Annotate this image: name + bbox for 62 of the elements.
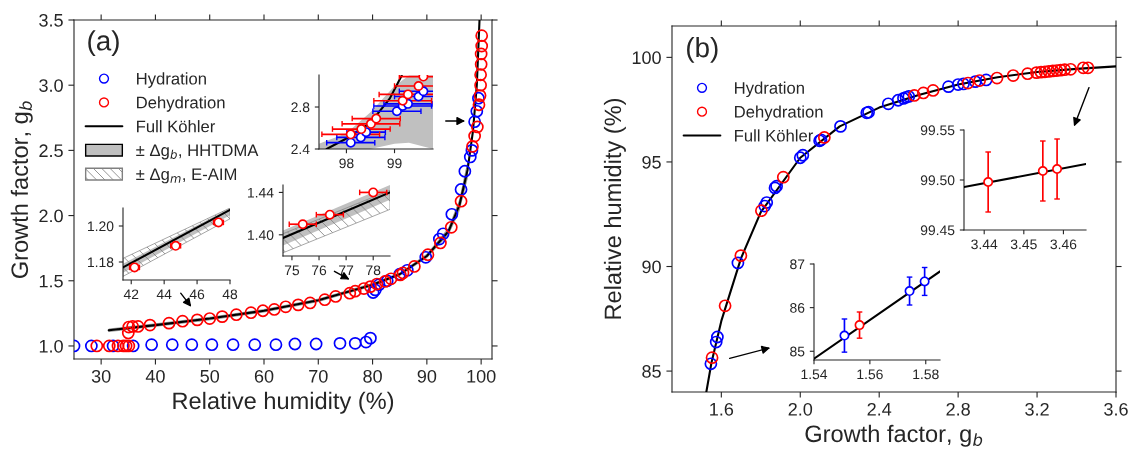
x-tick-label: 40: [145, 369, 165, 383]
annotation: (a): [88, 30, 119, 57]
y-tick-label: 99.55: [920, 125, 955, 136]
y-tick-label: 3.5: [39, 13, 63, 27]
annotation: (b): [687, 36, 718, 63]
x-tick-label: 77: [339, 265, 354, 276]
x-tick-label: 2.8: [946, 402, 970, 416]
legend-label: ± Δg$_{m}$, E-AIM: [136, 168, 237, 184]
x-tick-label: 78: [366, 265, 381, 276]
x-tick-label: 50: [200, 369, 220, 383]
y-tick-label: 87: [790, 259, 805, 270]
x-tick-label: 42: [123, 289, 139, 300]
x-tick-label: 48: [222, 289, 238, 300]
x-tick-label: 90: [417, 369, 437, 383]
x-tick-label: 1.6: [710, 402, 734, 416]
x-tick-label: 1.54: [801, 369, 828, 380]
x-tick-label: 3.45: [1010, 239, 1037, 250]
x-tick-label: 3.2: [1025, 402, 1049, 416]
x-tick-label: 100: [467, 369, 496, 383]
legend-label: Full Köhler: [735, 129, 814, 142]
x-tick-label: 76: [312, 265, 327, 276]
legend-label: Dehydration: [735, 105, 823, 121]
x-tick-label: 3.6: [1104, 402, 1128, 416]
x-tick-label: 3.46: [1050, 239, 1077, 250]
y-tick-label: 1.40: [248, 230, 274, 240]
x-axis-title: Growth factor, g$_{b}$: [805, 424, 983, 447]
x-tick-label: 75: [284, 265, 300, 276]
x-axis-title: Relative humidity (%): [173, 391, 394, 414]
y-tick-label: 2.0: [39, 209, 63, 223]
legend-label: Dehydration: [137, 96, 225, 112]
x-tick-label: 70: [309, 369, 328, 383]
y-tick-label: 1.18: [88, 257, 114, 268]
y-tick-label: 100: [632, 51, 661, 65]
y-tick-label: 99.45: [920, 225, 955, 236]
y-tick-label: 1.5: [39, 274, 63, 288]
x-tick-label: 98: [339, 158, 354, 169]
y-axis-title: Relative humidity (%): [603, 98, 626, 319]
legend-label: ± Δg$_{b}$, HHTDMA: [136, 144, 259, 160]
x-tick-label: 80: [363, 369, 382, 383]
x-tick-label: 44: [156, 289, 172, 300]
x-tick-label: 1.56: [857, 369, 883, 380]
x-tick-label: 60: [254, 369, 274, 383]
y-tick-label: 85: [642, 365, 661, 378]
y-tick-label: 99.50: [920, 175, 955, 186]
legend-label: Full Köhler: [137, 120, 216, 133]
y-tick-label: 3.0: [39, 79, 63, 92]
legend-label: Hydration: [137, 72, 206, 88]
y-tick-label: 85: [790, 346, 805, 357]
x-tick-label: 46: [189, 289, 205, 300]
x-tick-label: 99: [387, 158, 402, 169]
y-tick-label: 86: [790, 302, 805, 313]
y-tick-label: 1.44: [248, 187, 274, 198]
y-tick-label: 95: [642, 155, 661, 169]
y-axis-title: Growth factor, g$_{b}$: [10, 101, 33, 279]
legend-label: Hydration: [735, 81, 804, 98]
x-tick-label: 1.58: [913, 369, 939, 380]
y-tick-label: 1.0: [39, 339, 63, 353]
x-tick-label: 2.4: [867, 402, 892, 416]
x-tick-label: 3.44: [971, 239, 998, 250]
y-tick-label: 1.20: [88, 221, 114, 232]
x-tick-label: 30: [91, 369, 111, 383]
y-tick-label: 2.5: [39, 144, 63, 158]
